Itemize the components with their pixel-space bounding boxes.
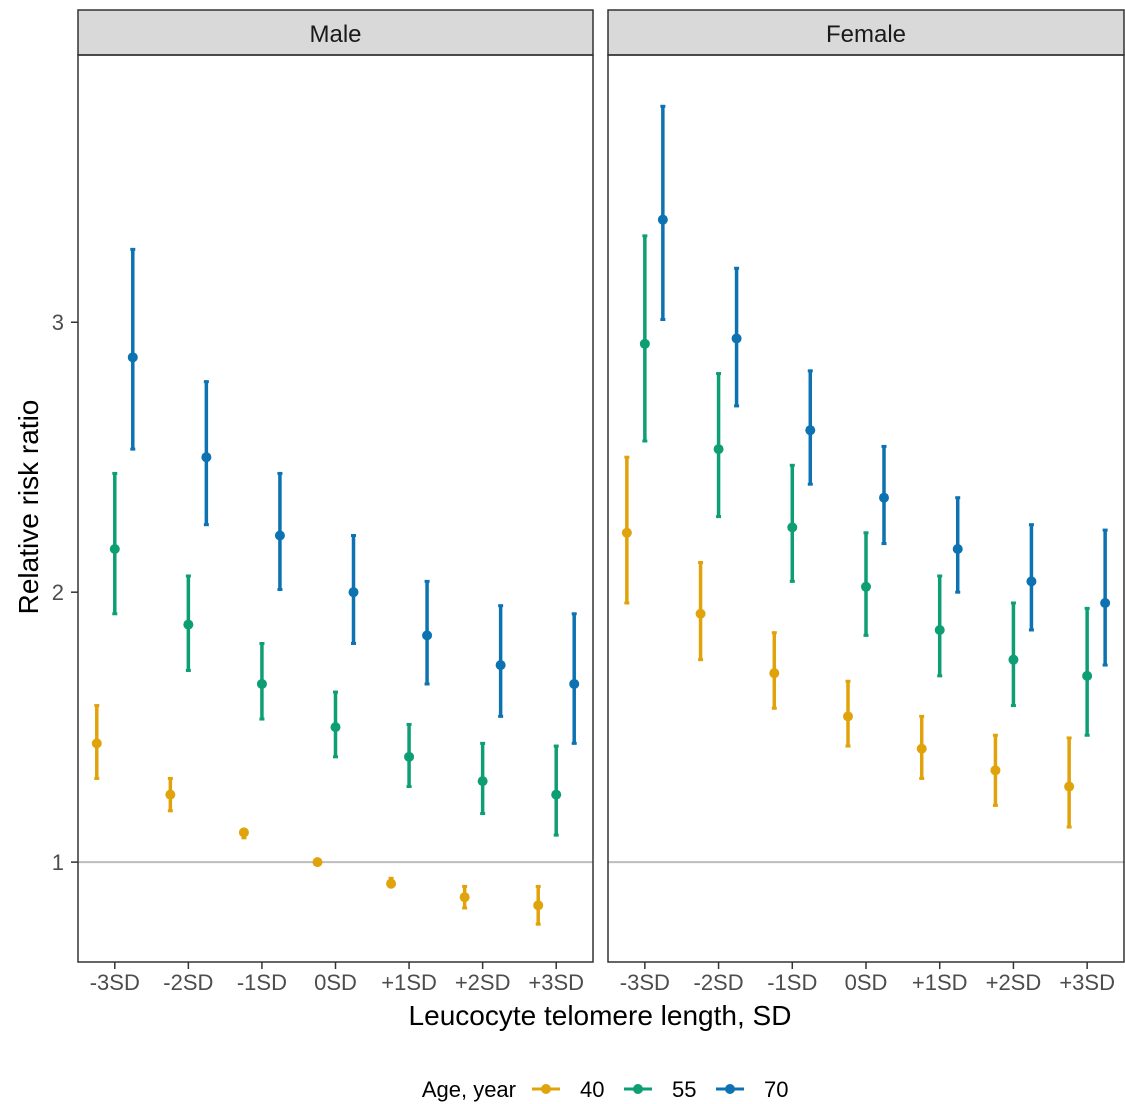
data-point — [843, 711, 853, 722]
data-point — [569, 678, 580, 689]
panel-border — [607, 54, 1125, 963]
legend-title: Age, year — [422, 1077, 516, 1102]
panel-border — [77, 54, 594, 963]
y-tick-label: 1 — [52, 850, 64, 875]
data-point — [109, 543, 120, 554]
x-tick-label: -1SD — [767, 970, 817, 995]
series-70 — [657, 104, 1111, 667]
legend-key-point — [725, 1084, 735, 1094]
x-tick-label: +2SD — [455, 970, 511, 995]
data-point — [657, 214, 668, 225]
data-point — [127, 352, 138, 363]
data-point — [1064, 781, 1075, 792]
x-tick-label: +2SD — [986, 970, 1042, 995]
data-point — [551, 789, 562, 800]
data-point — [879, 492, 889, 503]
data-point — [183, 619, 194, 630]
panel-strip — [607, 9, 1125, 56]
data-point — [348, 587, 359, 598]
data-point — [404, 751, 415, 762]
data-point — [713, 444, 724, 455]
x-tick-label: +3SD — [1059, 970, 1115, 995]
x-tick-label: -2SD — [694, 970, 744, 995]
legend-entry-70: 70 — [716, 1077, 788, 1102]
data-point — [787, 522, 798, 533]
data-point — [165, 789, 176, 800]
legend-entry-55: 55 — [624, 1077, 696, 1102]
data-point — [274, 530, 285, 541]
legend-label: 70 — [764, 1077, 788, 1102]
legend-entry-40: 40 — [532, 1077, 604, 1102]
data-point — [533, 900, 544, 911]
data-point — [861, 581, 871, 592]
x-tick-label: +1SD — [381, 970, 437, 995]
panel-male: Male -3SD -2SD -1SD 0SD +1SD +2SD +3SD — [77, 9, 594, 995]
x-axis-title: Leucocyte telomere length, SD — [409, 1000, 792, 1031]
x-tick-label: -1SD — [237, 970, 287, 995]
x-tick-label: +3SD — [528, 970, 584, 995]
legend-key-point — [633, 1084, 643, 1094]
x-tick-label: 0SD — [314, 970, 357, 995]
series-40 — [621, 455, 1075, 829]
series-40 — [91, 704, 544, 926]
data-point — [952, 543, 963, 554]
data-point — [312, 857, 323, 868]
legend-key-point — [541, 1084, 551, 1094]
legend-label: 55 — [672, 1077, 696, 1102]
panel-strip — [77, 9, 594, 56]
x-tick-label: 0SD — [845, 970, 888, 995]
data-point — [91, 738, 102, 749]
data-point — [422, 630, 433, 641]
data-point — [805, 425, 816, 436]
panel-strip-label: Female — [826, 21, 906, 48]
data-point — [386, 878, 397, 889]
x-tick-label: -3SD — [620, 970, 670, 995]
panel-female: Female -3SD -2SD -1SD 0SD +1SD +2SD +3SD — [607, 9, 1125, 995]
series-55 — [109, 471, 562, 837]
y-axis: 1 2 3 — [52, 310, 78, 875]
panel-strip-label: Male — [309, 21, 361, 48]
y-axis-title: Relative risk ratio — [13, 400, 44, 615]
data-point — [459, 892, 470, 903]
y-tick-label: 3 — [52, 310, 64, 335]
legend-label: 40 — [580, 1077, 604, 1102]
data-point — [1026, 576, 1037, 587]
data-point — [330, 722, 341, 733]
data-point — [495, 660, 506, 671]
panels-layer: Male -3SD -2SD -1SD 0SD +1SD +2SD +3SD Female -3S… — [77, 9, 1125, 995]
series-70 — [127, 247, 580, 745]
data-point — [477, 776, 488, 787]
data-point — [1100, 597, 1111, 608]
x-tick-label: +1SD — [912, 970, 968, 995]
x-tick-label: -2SD — [163, 970, 213, 995]
data-point — [238, 827, 249, 838]
series-55 — [639, 234, 1093, 737]
data-point — [695, 608, 706, 619]
data-point — [639, 338, 650, 349]
legend: Age, year 40 55 70 — [422, 1077, 789, 1102]
data-point — [769, 668, 780, 679]
data-point — [201, 452, 212, 463]
data-point — [1008, 654, 1019, 665]
data-point — [1082, 670, 1093, 681]
data-point — [731, 333, 742, 344]
x-tick-label: -3SD — [90, 970, 140, 995]
data-point — [621, 527, 632, 538]
y-tick-label: 2 — [52, 580, 64, 605]
data-point — [256, 678, 267, 689]
data-point — [916, 743, 927, 754]
data-point — [990, 765, 1001, 776]
data-point — [934, 624, 945, 635]
